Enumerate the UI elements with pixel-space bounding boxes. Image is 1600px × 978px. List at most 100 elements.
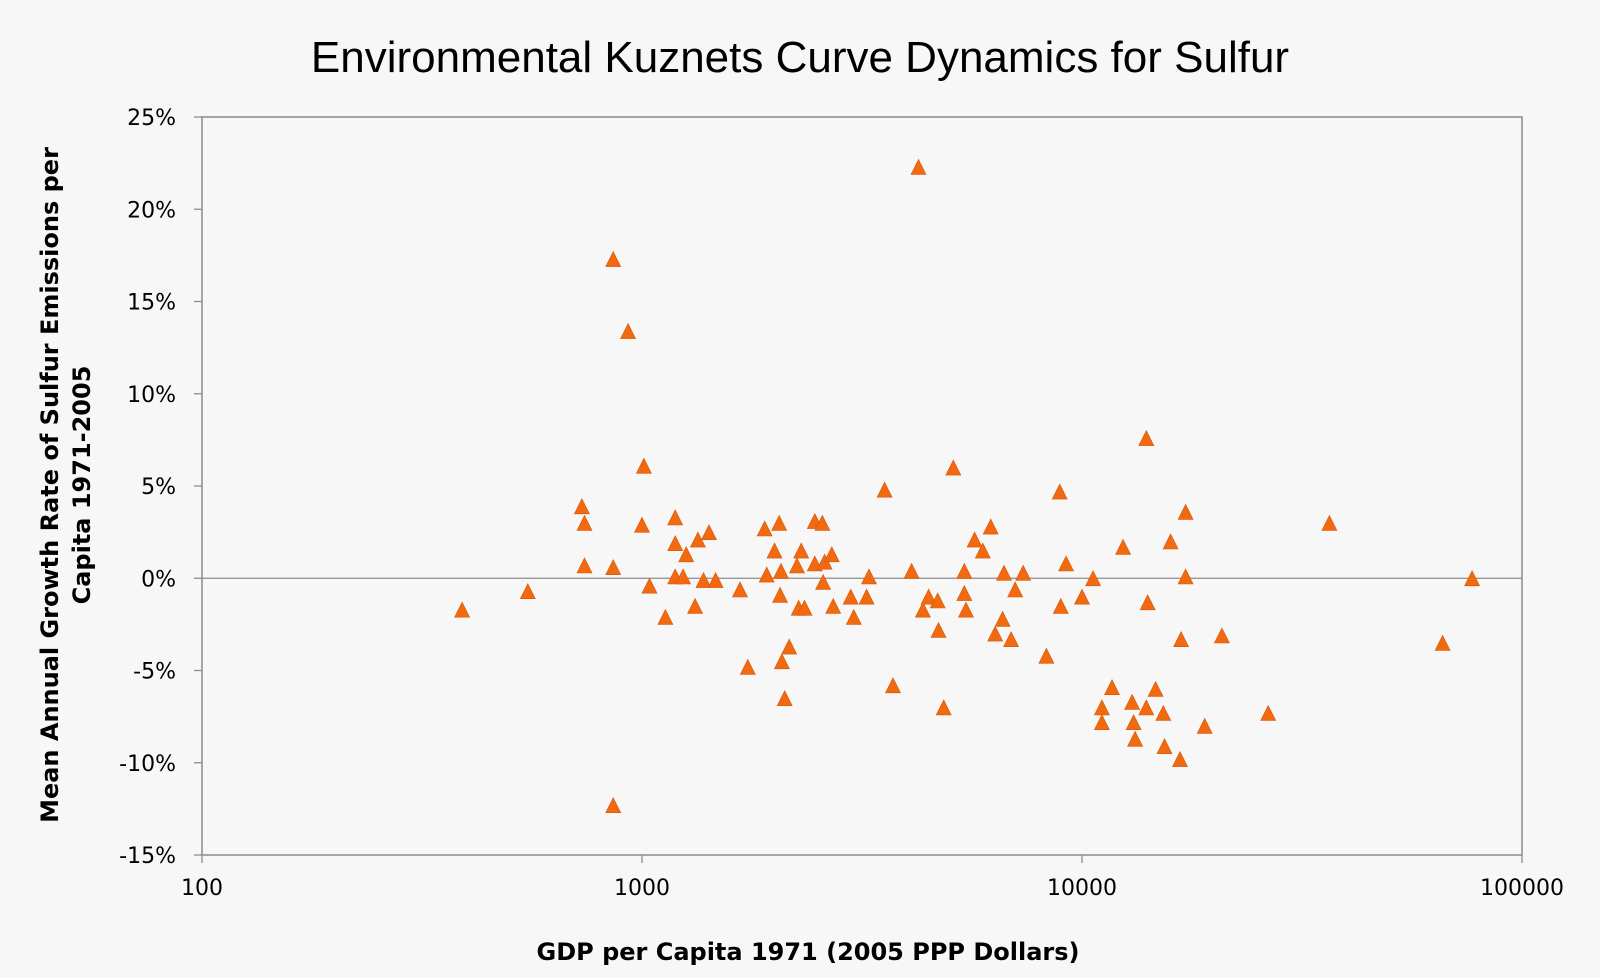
data-point [687, 597, 704, 614]
data-point [842, 588, 859, 605]
data-point [701, 524, 717, 541]
data-point [576, 557, 593, 574]
data-point [776, 690, 793, 707]
data-point [675, 568, 692, 585]
data-point [739, 658, 756, 675]
x-tick-label: 100000 [1480, 876, 1564, 901]
data-point [814, 514, 831, 531]
data-point [454, 601, 471, 618]
data-point [1321, 514, 1338, 531]
data-point [771, 514, 788, 531]
data-point [1038, 647, 1055, 664]
data-point [796, 599, 813, 616]
data-point [1124, 693, 1141, 710]
data-point [519, 583, 536, 600]
data-point [1155, 704, 1172, 721]
data-point [966, 531, 983, 548]
data-point [573, 498, 590, 515]
data-point [861, 568, 877, 585]
y-tick-label: 0% [141, 567, 176, 592]
data-point [910, 158, 927, 175]
data-point [885, 677, 901, 694]
data-point [576, 514, 593, 531]
y-axis-title-line1: Mean Annual Growth Rate of Sulfur Emissi… [36, 147, 64, 823]
data-point [1213, 627, 1230, 644]
data-point [1177, 568, 1194, 585]
data-point [732, 581, 748, 598]
data-point [994, 610, 1011, 627]
data-point [929, 592, 946, 609]
data-point [1260, 704, 1277, 721]
data-point [678, 546, 695, 563]
data-point [958, 601, 974, 618]
data-point [825, 597, 842, 614]
data-point [1052, 597, 1069, 614]
data-point [695, 571, 712, 588]
y-tick-label: 5% [141, 475, 176, 500]
x-axis-ticks: 100 1000 10000 100000 [181, 855, 1564, 901]
data-point [920, 588, 937, 605]
x-axis-title: GDP per Capita 1971 (2005 PPP Dollars) [537, 938, 1080, 966]
data-point [945, 459, 962, 476]
data-point [667, 535, 684, 552]
data-point [766, 542, 783, 559]
data-point [1177, 503, 1194, 520]
data-point [793, 542, 810, 559]
data-point [1125, 714, 1142, 731]
y-tick-label: -5% [133, 660, 176, 685]
y-tick-label: 10% [127, 383, 176, 408]
data-point [974, 542, 991, 559]
data-point [773, 562, 789, 579]
data-point [758, 566, 775, 583]
data-point [956, 584, 973, 601]
data-point [781, 638, 798, 655]
data-point [996, 564, 1012, 581]
data-point [1138, 429, 1155, 446]
data-point [930, 621, 947, 638]
data-point [858, 588, 875, 605]
data-point [1196, 717, 1213, 734]
data-point [773, 653, 790, 670]
plot-area [201, 116, 1523, 856]
data-point [1007, 581, 1024, 598]
data-point [657, 608, 674, 625]
data-point [1104, 679, 1120, 696]
data-point [815, 573, 832, 590]
data-point [1162, 533, 1179, 550]
data-point [914, 601, 931, 618]
data-point [1115, 538, 1132, 555]
data-point [1464, 570, 1481, 587]
data-point [823, 546, 840, 563]
data-point [707, 571, 724, 588]
data-point [956, 562, 973, 579]
x-tick-label: 100 [181, 876, 223, 901]
data-point [1058, 555, 1075, 572]
data-point [876, 481, 893, 498]
y-tick-label: -10% [119, 752, 176, 777]
data-point [1085, 570, 1102, 587]
x-tick-label: 10000 [1047, 876, 1117, 901]
y-axis-ticks: -15% -10% -5% 0% 5% 10% 15% 20% 25% [119, 106, 202, 869]
y-axis-title-line2: Capita 1971-2005 [68, 366, 96, 605]
data-point [605, 559, 622, 576]
y-tick-label: 20% [127, 198, 176, 223]
data-point [634, 516, 650, 533]
data-point [845, 608, 862, 625]
y-tick-label: 25% [127, 106, 176, 131]
y-tick-label: 15% [127, 291, 176, 316]
data-point [1074, 588, 1090, 605]
data-point [903, 562, 920, 579]
data-point [605, 250, 622, 267]
data-point [1051, 483, 1068, 500]
data-point [935, 699, 952, 716]
data-point [1138, 699, 1155, 716]
data-point [620, 322, 637, 339]
x-tick-label: 1000 [614, 876, 670, 901]
data-point [1127, 730, 1144, 747]
data-point [1173, 631, 1190, 648]
data-point [667, 509, 684, 526]
y-tick-label: -15% [119, 844, 176, 869]
data-point [1093, 714, 1110, 731]
data-point [1015, 564, 1032, 581]
